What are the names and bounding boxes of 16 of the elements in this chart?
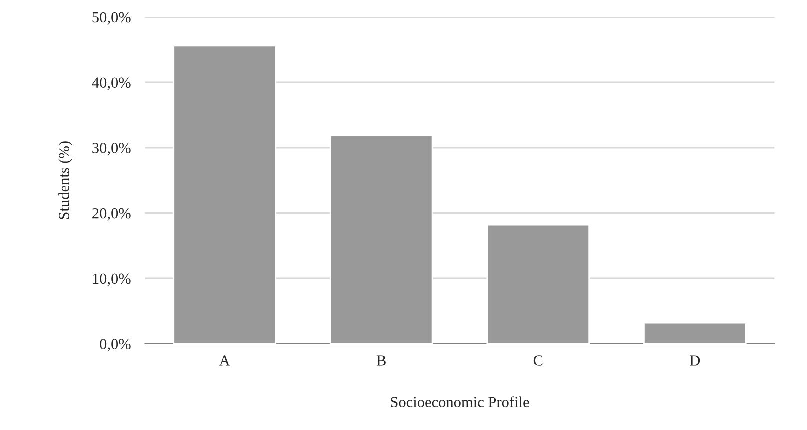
x-tick-label: C [534,356,543,366]
bar [644,322,747,344]
y-tick-label: 40,0% [92,78,131,90]
y-tick-label: 30,0% [92,143,131,156]
y-tick-label: 20,0% [92,208,131,221]
y-tick-label: 0,0% [100,339,131,352]
y-tick-label: 10,0% [93,274,131,286]
x-axis-title: Socioeconomic Profile [391,396,530,408]
x-tick-label: A [219,356,230,366]
x-tick-label: B [376,356,386,366]
y-tick-label: 50,0% [92,12,131,25]
y-axis-title: Students (%) [58,142,72,220]
bar [330,134,434,344]
x-tick-label: D [690,356,700,366]
bar [173,45,276,344]
bar [486,224,590,344]
